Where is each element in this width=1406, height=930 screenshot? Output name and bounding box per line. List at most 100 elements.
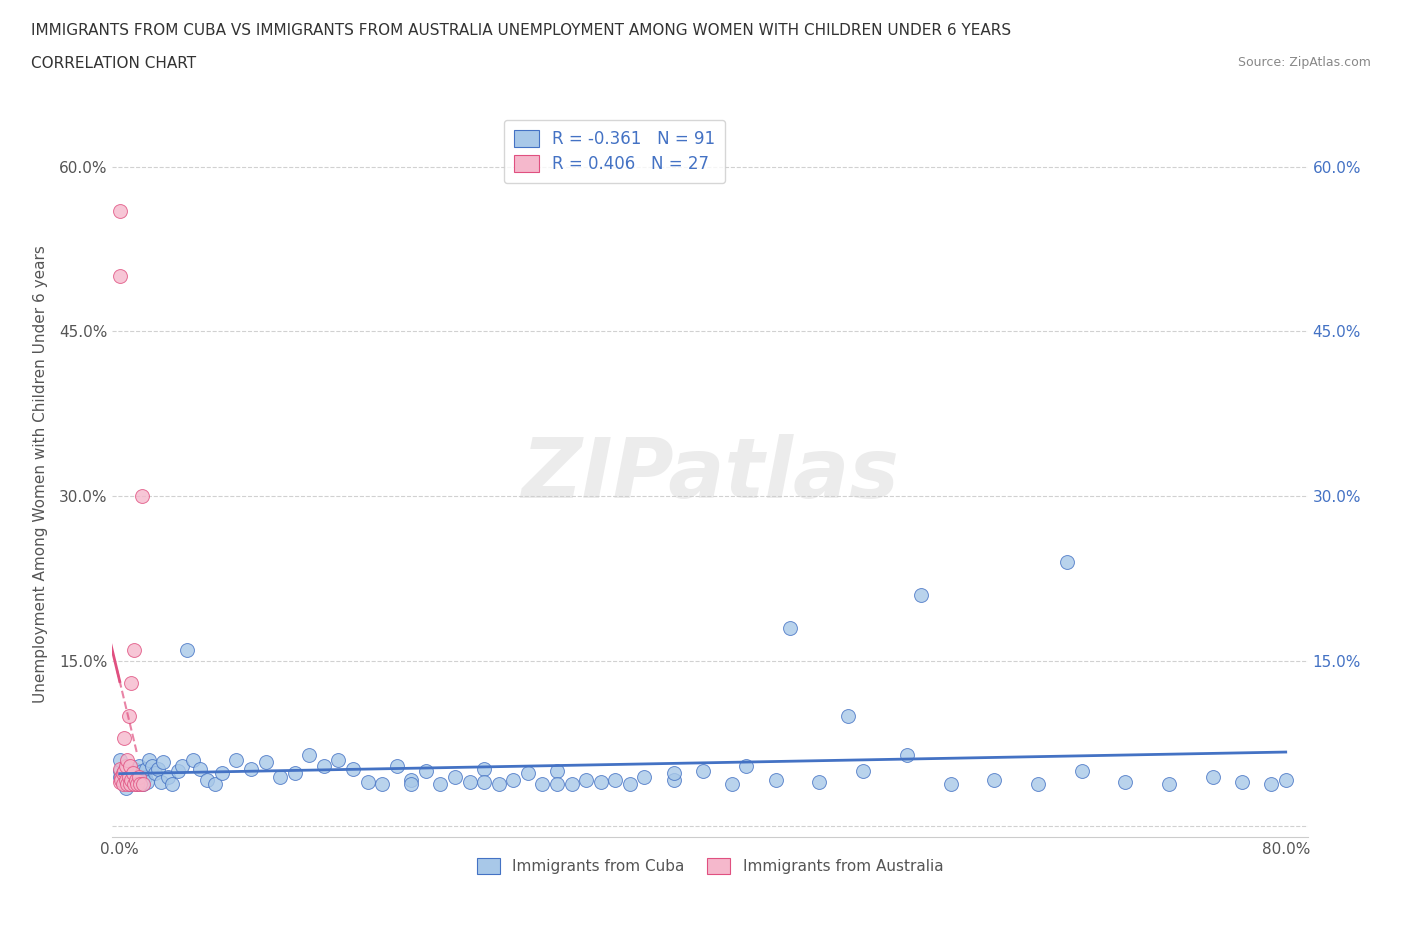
Point — [122, 765, 145, 780]
Point — [128, 758, 150, 773]
Point — [735, 758, 758, 773]
Point — [132, 777, 155, 791]
Point — [910, 588, 932, 603]
Point — [195, 773, 218, 788]
Point — [328, 752, 350, 767]
Point — [110, 773, 132, 788]
Point — [124, 643, 146, 658]
Point — [472, 762, 495, 777]
Point — [108, 769, 131, 784]
Point — [589, 775, 612, 790]
Point — [112, 775, 135, 790]
Point — [125, 770, 148, 785]
Point — [1230, 775, 1253, 790]
Point — [852, 764, 875, 778]
Point — [117, 769, 139, 784]
Point — [115, 777, 138, 791]
Point — [575, 773, 598, 788]
Point — [118, 758, 141, 773]
Point — [312, 758, 335, 773]
Point — [605, 773, 627, 788]
Point — [488, 777, 510, 791]
Point — [110, 769, 132, 784]
Point — [239, 762, 262, 777]
Point — [143, 765, 166, 780]
Point — [136, 775, 159, 790]
Point — [1114, 775, 1136, 790]
Point — [1026, 777, 1049, 791]
Text: CORRELATION CHART: CORRELATION CHART — [31, 56, 195, 71]
Point — [132, 777, 155, 791]
Point — [546, 777, 568, 791]
Point — [371, 777, 394, 791]
Point — [108, 752, 131, 767]
Point — [1070, 764, 1092, 778]
Point — [120, 676, 142, 691]
Point — [385, 758, 408, 773]
Point — [211, 765, 233, 780]
Point — [721, 777, 744, 791]
Point — [125, 773, 148, 788]
Text: Source: ZipAtlas.com: Source: ZipAtlas.com — [1237, 56, 1371, 69]
Point — [188, 762, 211, 777]
Point — [342, 762, 364, 777]
Point — [298, 747, 321, 762]
Point — [135, 762, 157, 777]
Point — [131, 489, 153, 504]
Point — [114, 780, 136, 795]
Point — [134, 769, 156, 784]
Point — [1274, 773, 1296, 788]
Point — [1056, 555, 1078, 570]
Point — [111, 765, 134, 780]
Point — [516, 765, 538, 780]
Point — [429, 777, 451, 791]
Point — [115, 764, 138, 778]
Point — [1260, 777, 1282, 791]
Point — [117, 709, 139, 724]
Point — [662, 773, 685, 788]
Text: IMMIGRANTS FROM CUBA VS IMMIGRANTS FROM AUSTRALIA UNEMPLOYMENT AMONG WOMEN WITH : IMMIGRANTS FROM CUBA VS IMMIGRANTS FROM … — [31, 23, 1011, 38]
Point — [808, 775, 831, 790]
Point — [204, 777, 226, 791]
Point — [401, 773, 423, 788]
Point — [129, 773, 152, 788]
Point — [983, 773, 1005, 788]
Legend: Immigrants from Cuba, Immigrants from Australia: Immigrants from Cuba, Immigrants from Au… — [471, 852, 949, 880]
Point — [108, 775, 131, 790]
Point — [1202, 769, 1225, 784]
Point — [176, 643, 198, 658]
Point — [633, 769, 655, 784]
Point — [129, 777, 152, 791]
Point — [118, 777, 141, 791]
Point — [561, 777, 583, 791]
Point — [108, 762, 131, 777]
Point — [939, 777, 962, 791]
Point — [896, 747, 918, 762]
Point — [546, 764, 568, 778]
Point — [284, 765, 307, 780]
Point — [269, 769, 291, 784]
Point — [356, 775, 378, 790]
Point — [472, 775, 495, 790]
Point — [118, 777, 141, 791]
Point — [225, 752, 247, 767]
Point — [138, 752, 160, 767]
Point — [128, 769, 150, 784]
Point — [131, 764, 153, 778]
Point — [779, 620, 801, 635]
Point — [108, 203, 131, 218]
Point — [156, 769, 179, 784]
Point — [254, 755, 277, 770]
Point — [108, 269, 131, 284]
Text: ZIPatlas: ZIPatlas — [522, 433, 898, 515]
Point — [112, 731, 135, 746]
Point — [458, 775, 481, 790]
Point — [181, 752, 204, 767]
Point — [120, 773, 142, 788]
Point — [114, 758, 136, 773]
Point — [692, 764, 714, 778]
Point — [531, 777, 554, 791]
Point — [837, 709, 859, 724]
Point — [141, 758, 163, 773]
Point — [162, 777, 183, 791]
